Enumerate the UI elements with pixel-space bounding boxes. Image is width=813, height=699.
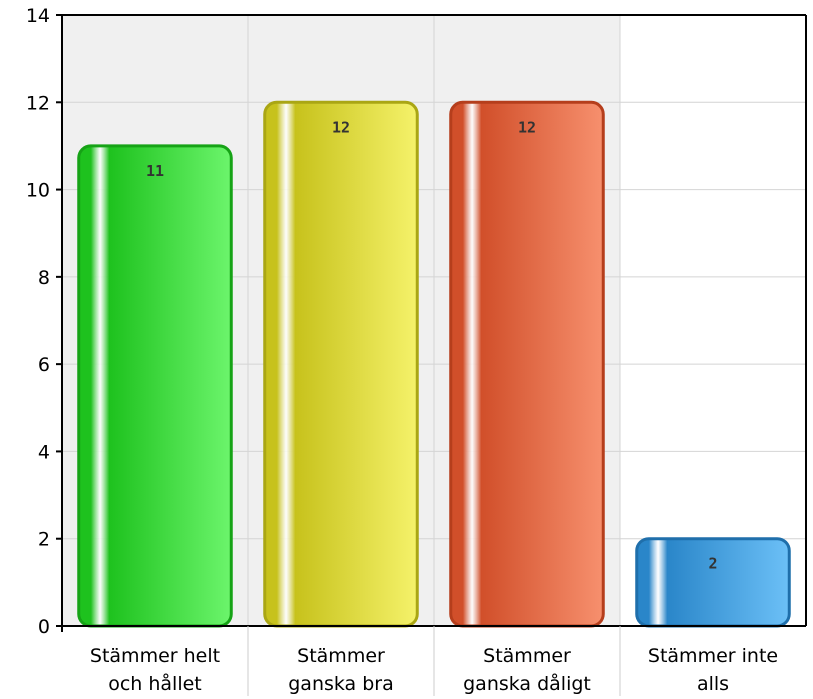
x-tick-label: Stämmer ganska dåligt [463,645,591,695]
y-tick-label: 10 [26,180,50,202]
bar [77,144,233,628]
x-tick-label: Stämmer inte alls [648,645,778,695]
x-tick-label: Stämmer ganska bra [288,645,394,695]
bar [449,100,605,628]
data-label: 12 [332,118,350,136]
y-tick-label: 12 [26,92,50,114]
data-label: 11 [146,162,164,180]
y-tick-label: 4 [38,441,50,463]
y-tick-label: 8 [38,267,50,289]
bar [635,537,791,628]
data-label: 2 [708,555,717,573]
y-tick-label: 2 [38,529,50,551]
y-tick-label: 6 [38,354,50,376]
y-tick-label: 0 [38,616,50,638]
plot-background-white [620,15,806,626]
y-tick-label: 14 [26,5,50,27]
bar [263,100,419,628]
data-label: 12 [518,118,536,136]
axes [56,14,807,696]
x-tick-label: Stämmer helt och hållet [90,645,220,695]
labels: 11 12 12 2 0 2 4 6 8 10 12 14 Stämmer helt och hållet… [26,5,778,695]
